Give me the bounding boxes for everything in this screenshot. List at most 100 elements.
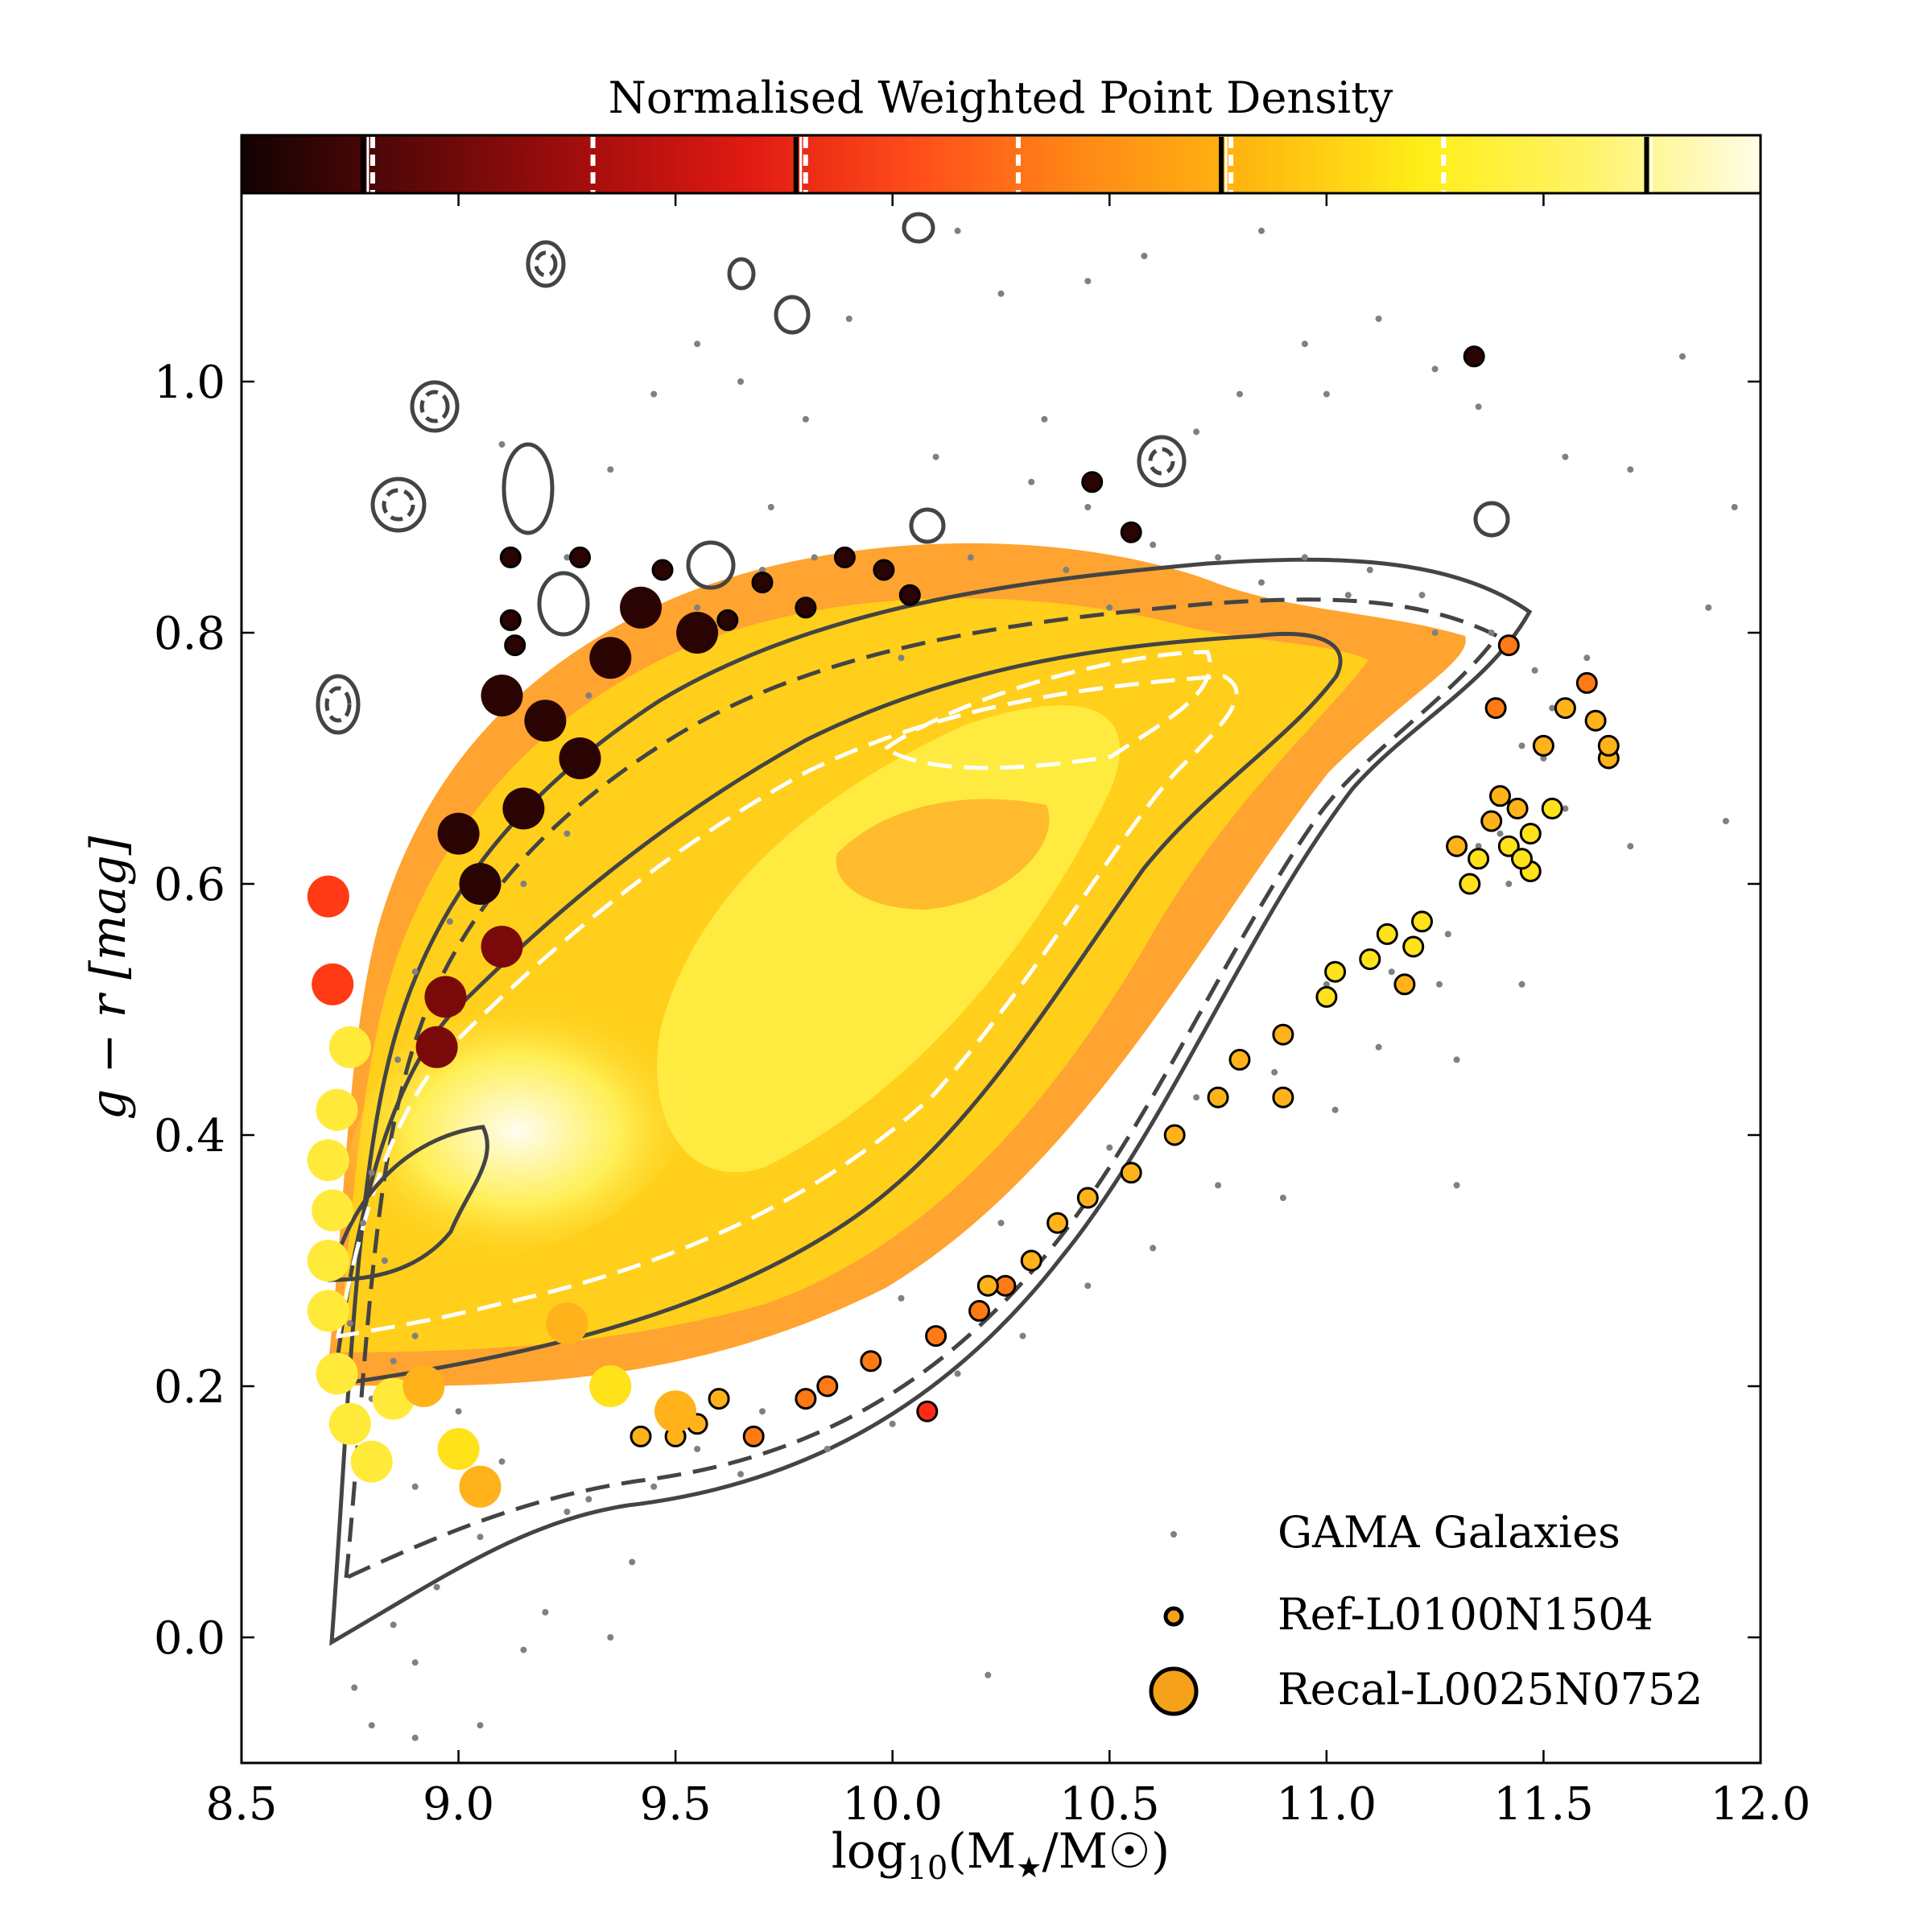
recal-point — [559, 737, 601, 779]
gama-point — [394, 1056, 402, 1063]
ref-point — [1076, 1187, 1099, 1209]
gama-point — [585, 692, 592, 699]
gama-point — [1141, 253, 1148, 259]
gama-point — [607, 466, 614, 473]
ref-point — [708, 1388, 730, 1410]
gama-point — [802, 415, 809, 423]
gama-point — [1106, 604, 1113, 611]
gama-point — [650, 1483, 658, 1490]
ref-point — [1272, 1086, 1294, 1108]
ref-point — [1480, 810, 1503, 832]
gama-point — [1731, 504, 1738, 510]
gama-point — [1331, 1106, 1339, 1113]
gama-point — [1150, 541, 1157, 548]
ref-point — [1315, 985, 1338, 1008]
gama-point — [1084, 1282, 1092, 1290]
ref-point — [873, 559, 895, 581]
gama-point — [368, 1169, 375, 1176]
ref-point — [968, 1299, 990, 1322]
recal-point — [402, 1365, 445, 1407]
ref-point — [1020, 1249, 1042, 1272]
gama-point — [1301, 341, 1308, 348]
gama-point — [1063, 567, 1070, 573]
gama-point — [1323, 980, 1330, 988]
gama-point — [824, 1446, 831, 1452]
gama-point — [1215, 1182, 1222, 1189]
recal-point — [316, 1088, 358, 1131]
gama-point — [1583, 654, 1591, 662]
ref-point — [751, 572, 774, 594]
recal-point — [316, 1352, 358, 1395]
gama-point — [564, 554, 571, 561]
gama-point — [585, 1496, 592, 1503]
gama-point — [767, 504, 774, 510]
gama-point — [1301, 554, 1308, 561]
recal-point — [524, 700, 567, 742]
gama-point — [1496, 830, 1504, 837]
gama-point — [759, 1408, 766, 1415]
gama-point — [932, 453, 939, 460]
y-tick-label: 0.8 — [154, 608, 225, 660]
colorbar — [240, 134, 1762, 196]
ref-l0100n1504-series — [499, 345, 1620, 1447]
gama-point — [1193, 1094, 1200, 1101]
gama-point — [360, 1220, 366, 1227]
legend: GAMA Galaxies Ref-L0100N1504 Recal-L0025… — [1149, 1507, 1703, 1716]
recal-l0025n0752-series — [307, 586, 719, 1508]
recal-point — [350, 1440, 393, 1483]
gama-point — [1431, 365, 1439, 373]
ref-point — [1532, 734, 1554, 757]
gama-point — [564, 1509, 571, 1515]
gama-point — [967, 554, 974, 561]
gama-point — [1722, 818, 1729, 824]
recal-point — [654, 1390, 697, 1433]
legend-marker-recal — [1149, 1666, 1199, 1716]
gama-point — [954, 1370, 961, 1377]
ref-point — [716, 609, 739, 631]
ref-point — [1163, 1124, 1186, 1146]
gama-point — [446, 918, 453, 925]
recal-point — [415, 1026, 458, 1068]
ref-point — [1081, 471, 1104, 493]
ref-point — [1597, 734, 1620, 757]
gama-point — [1028, 478, 1035, 485]
gama-point — [1531, 667, 1538, 674]
gama-point — [1518, 980, 1525, 988]
gama-point — [520, 1646, 527, 1653]
recal-point — [328, 1026, 371, 1068]
gama-point — [694, 604, 701, 611]
ref-point — [976, 1274, 999, 1297]
ref-point — [1484, 697, 1507, 720]
gama-point — [1236, 390, 1243, 398]
gama-point — [954, 227, 961, 234]
ref-point — [1272, 1023, 1294, 1046]
x-tick-label: 10.5 — [1059, 1778, 1160, 1831]
recal-point — [481, 675, 523, 716]
recal-point — [312, 1189, 354, 1232]
gama-point — [1488, 630, 1495, 636]
gama-point — [1344, 592, 1352, 599]
ref-point — [795, 1388, 817, 1410]
legend-label-ref: Ref-L0100N1504 — [1278, 1589, 1653, 1640]
gama-point — [1562, 453, 1569, 460]
gama-point — [564, 830, 571, 837]
gama-point — [1375, 1043, 1382, 1051]
y-axis-label: g − r [mag] — [80, 836, 137, 1120]
ref-point — [1468, 848, 1490, 870]
ref-point — [1584, 709, 1607, 732]
gama-point — [1084, 504, 1092, 510]
recal-point — [459, 1465, 502, 1508]
recal-point — [437, 812, 480, 855]
ref-point — [504, 634, 526, 657]
ref-point — [1497, 634, 1520, 657]
gama-point — [1505, 881, 1513, 887]
gama-point — [390, 1357, 397, 1364]
ref-point — [651, 559, 674, 581]
ref-point — [1046, 1212, 1069, 1234]
recal-point — [424, 976, 467, 1018]
recal-point — [459, 863, 502, 905]
gama-point — [997, 290, 1005, 297]
gama-point — [411, 1483, 419, 1490]
recal-point — [620, 586, 662, 629]
